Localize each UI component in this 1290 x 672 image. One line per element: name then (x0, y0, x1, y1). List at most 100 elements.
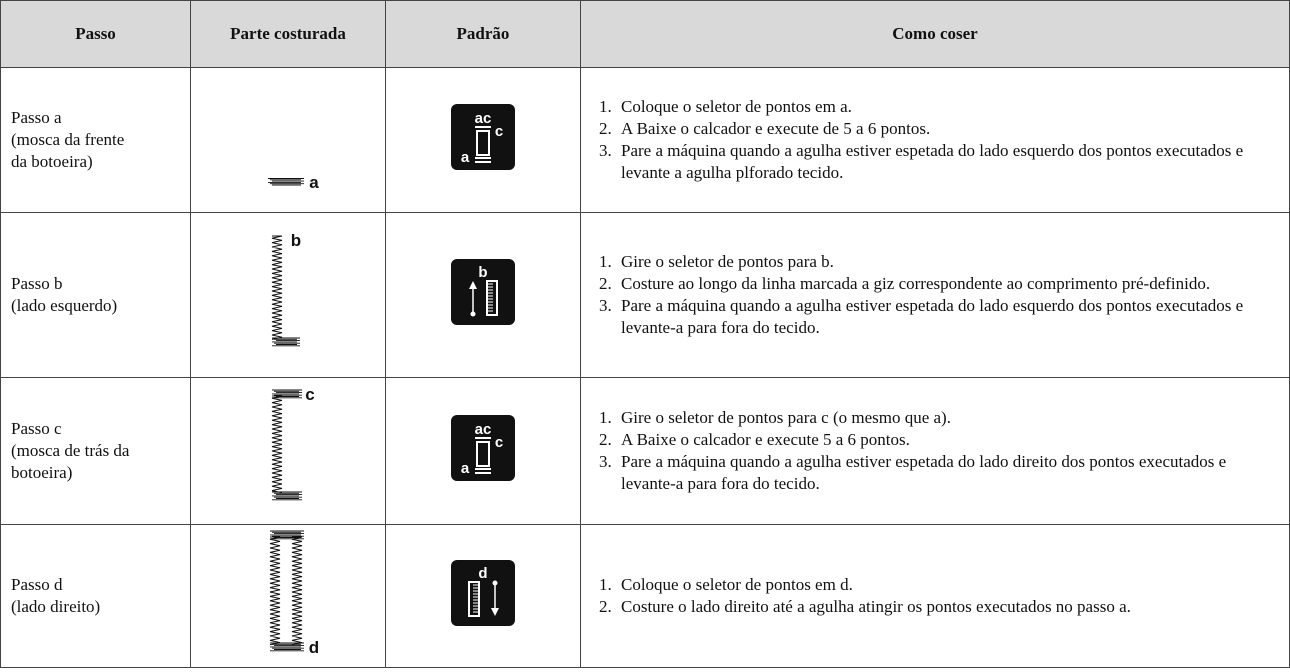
instruction-number: 1. (599, 408, 612, 427)
instruction-number: 3. (599, 141, 612, 160)
step-line: botoeira) (11, 463, 73, 482)
instructions-cell: 1. Gire o seletor de pontos para c (o mes… (580, 377, 1290, 525)
instruction-number: 1. (599, 97, 612, 116)
step-line: Passo d (11, 575, 63, 594)
instruction: 1. Coloque o seletor de pontos em d. (599, 574, 1271, 596)
icon-rect (476, 441, 490, 467)
instruction: 3. Pare a máquina quando a agulha estiver… (599, 451, 1271, 495)
step-line: Passo c (11, 419, 62, 438)
instruction: 1. Gire o seletor de pontos para c (o mes… (599, 407, 1271, 429)
stitch-cell: a (190, 67, 386, 213)
instruction-number: 2. (599, 430, 612, 449)
stitch-zigzag (291, 536, 303, 646)
label: a (309, 173, 319, 192)
table-row: Passo b (lado esquerdo) b b 1. Gire o seletor… (0, 212, 1290, 378)
step-cell: Passo b (lado esquerdo) (0, 212, 191, 378)
label: c (305, 385, 314, 404)
icon-rect (468, 581, 480, 617)
label: d (309, 638, 319, 657)
stitch-drawing: c (271, 385, 315, 501)
icon-bg (451, 560, 515, 626)
instruction-number: 1. (599, 252, 612, 271)
label: d (478, 565, 487, 582)
instruction: 1. Gire o seletor de pontos para b. (599, 251, 1271, 273)
icon-bg (451, 259, 515, 325)
instruction: 2. Costure o lado direito até a agulha at… (599, 596, 1271, 618)
pattern-icon: acc a (451, 104, 515, 170)
instruction-text: Costure o lado direito até a agulha atin… (621, 597, 1131, 616)
stitch-zigzag (271, 395, 283, 494)
table-row: Passo c (mosca de trás da botoeira) c ac c a 1.… (0, 377, 1290, 525)
instruction: 2. A Baixe o calcador e execute de 5 a 6 … (599, 118, 1271, 140)
stitch-zigzag (269, 536, 281, 646)
instruction-text: Coloque o seletor de pontos em d. (621, 575, 853, 594)
instruction: 3. Pare a máquina quando a agulha estiver… (599, 140, 1271, 184)
step-line: da botoeira) (11, 152, 93, 171)
icon-arrowhead (469, 281, 477, 289)
table-body: Passo a (mosca da frente da botoeira) a ac c a… (0, 67, 1290, 668)
table-row: Passo d (lado direito) d d 1. Coloque o selet… (0, 524, 1290, 668)
header-cell: Parte costurada (190, 0, 386, 68)
stitch-cell: c (190, 377, 386, 525)
stitch-drawing: b (271, 231, 301, 347)
icon-rect (486, 280, 498, 316)
pattern-cell: b (385, 212, 581, 378)
stitch-cell: b (190, 212, 386, 378)
instructions-cell: 1. Coloque o seletor de pontos em d. 2. Cos… (580, 524, 1290, 668)
instruction-number: 1. (599, 575, 612, 594)
step-line: Passo b (11, 274, 63, 293)
icon-dot (492, 580, 498, 586)
pattern-icon: b (451, 259, 515, 325)
instruction-text: Pare a máquina quando a agulha estiver e… (621, 452, 1227, 493)
pattern-cell: ac c a (385, 377, 581, 525)
icon-bg (451, 104, 515, 170)
label: b (478, 264, 487, 281)
instruction-number: 3. (599, 452, 612, 471)
instructions-cell: 1. Coloque o seletor de pontos em a. 2. A B… (580, 67, 1290, 213)
step-cell: Passo c (mosca de trás da botoeira) (0, 377, 191, 525)
pattern-cell: d (385, 524, 581, 668)
icon-rect (476, 130, 490, 156)
instruction: 3. Pare a máquina quando a agulha estiver… (599, 295, 1271, 339)
header-cell: Como coser (580, 0, 1290, 68)
label: c (495, 123, 503, 140)
instruction-text: Gire o seletor de pontos para b. (621, 252, 834, 271)
instruction-number: 2. (599, 119, 612, 138)
instruction-text: Pare a máquina quando a agulha estiver e… (621, 141, 1244, 182)
instruction-text: Costure ao longo da linha marcada a giz … (621, 274, 1211, 293)
icon-bg (451, 415, 515, 481)
label: a (461, 460, 470, 477)
instruction: 1. Coloque o seletor de pontos em a. (599, 96, 1271, 118)
instruction-text: Pare a máquina quando a agulha estiver e… (621, 296, 1244, 337)
pattern-icon: acc a (451, 415, 515, 481)
instruction-number: 3. (599, 296, 612, 315)
icon-arrowhead (491, 608, 499, 616)
label: a (461, 149, 470, 166)
step-cell: Passo a (mosca da frente da botoeira) (0, 67, 191, 213)
step-cell: Passo d (lado direito) (0, 524, 191, 668)
step-line: (mosca da frente (11, 130, 125, 149)
instruction: 2. Costure ao longo da linha marcada a gi… (599, 273, 1271, 295)
instruction-text: A Baixe o calcador e execute de 5 a 6 po… (621, 119, 931, 138)
stitch-zigzag (271, 235, 283, 340)
pattern-cell: ac c a (385, 67, 581, 213)
instructions-cell: 1. Gire o seletor de pontos para b. 2. Cost… (580, 212, 1290, 378)
instruction-text: A Baixe o calcador e execute 5 a 6 ponto… (621, 430, 910, 449)
header-row: Passo Parte costurada Padrão Como coser (0, 0, 1290, 68)
step-line: (lado esquerdo) (11, 296, 118, 315)
header-cell: Padrão (385, 0, 581, 68)
icon-dot (470, 311, 476, 317)
label: ac (475, 110, 492, 127)
table-header: Passo Parte costurada Padrão Como coser (0, 0, 1290, 68)
label: b (291, 231, 301, 250)
stitch-drawing: d (269, 530, 319, 657)
stitch-drawing: a (268, 173, 319, 192)
table-row: Passo a (mosca da frente da botoeira) a ac c a… (0, 67, 1290, 213)
instruction-text: Coloque o seletor de pontos em a. (621, 97, 852, 116)
header-cell: Passo (0, 0, 191, 68)
step-line: Passo a (11, 108, 62, 127)
instruction-number: 2. (599, 274, 612, 293)
instruction-number: 2. (599, 597, 612, 616)
